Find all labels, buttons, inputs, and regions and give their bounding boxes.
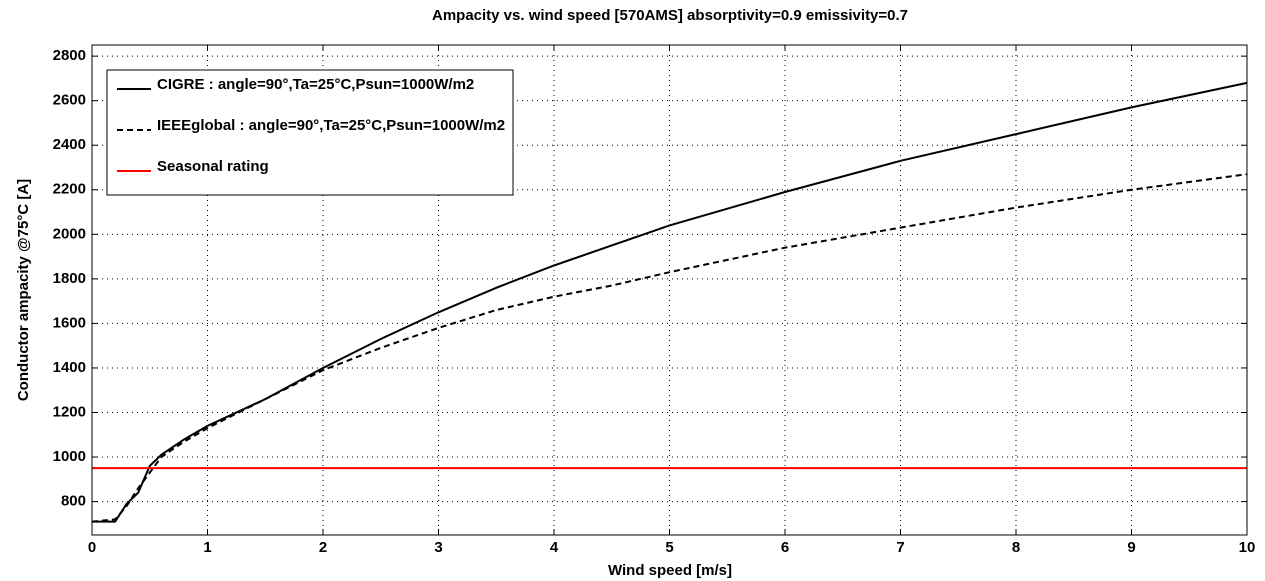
series-line <box>91 173 1248 523</box>
y-tick-label: 1800 <box>53 270 86 287</box>
y-tick-label: 2800 <box>53 47 86 64</box>
y-tick-label: 2200 <box>53 181 86 198</box>
x-tick-label: 6 <box>781 539 789 556</box>
y-tick-label: 1000 <box>53 448 86 465</box>
x-tick-label: 5 <box>665 539 673 556</box>
x-tick-label: 0 <box>88 539 96 556</box>
plot-frame <box>91 44 1248 536</box>
chart-title: Ampacity vs. wind speed [570AMS] absorpt… <box>432 7 908 24</box>
y-tick-label: 2600 <box>53 92 86 109</box>
x-tick-label: 9 <box>1127 539 1135 556</box>
x-tick-label: 10 <box>1239 539 1256 556</box>
legend-label: IEEEglobal : angle=90°,Ta=25°C,Psun=1000… <box>157 117 505 134</box>
legend-box <box>106 69 514 196</box>
x-tick-label: 1 <box>203 539 211 556</box>
x-tick-label: 7 <box>896 539 904 556</box>
x-axis-label: Wind speed [m/s] <box>608 562 732 579</box>
legend-label: Seasonal rating <box>157 158 269 175</box>
x-tick-label: 8 <box>1012 539 1020 556</box>
y-tick-label: 1600 <box>53 314 86 331</box>
x-tick-label: 2 <box>319 539 327 556</box>
y-tick-label: 2400 <box>53 136 86 153</box>
x-tick-label: 4 <box>550 539 559 556</box>
legend-label: CIGRE : angle=90°,Ta=25°C,Psun=1000W/m2 <box>157 76 474 93</box>
x-tick-label: 3 <box>434 539 442 556</box>
y-tick-label: 1200 <box>53 403 86 420</box>
y-tick-label: 1400 <box>53 359 86 376</box>
y-axis-label: Conductor ampacity @75°C [A] <box>15 179 32 401</box>
y-tick-label: 800 <box>61 493 86 510</box>
series-line <box>92 81 1248 523</box>
y-tick-label: 2000 <box>53 225 86 242</box>
